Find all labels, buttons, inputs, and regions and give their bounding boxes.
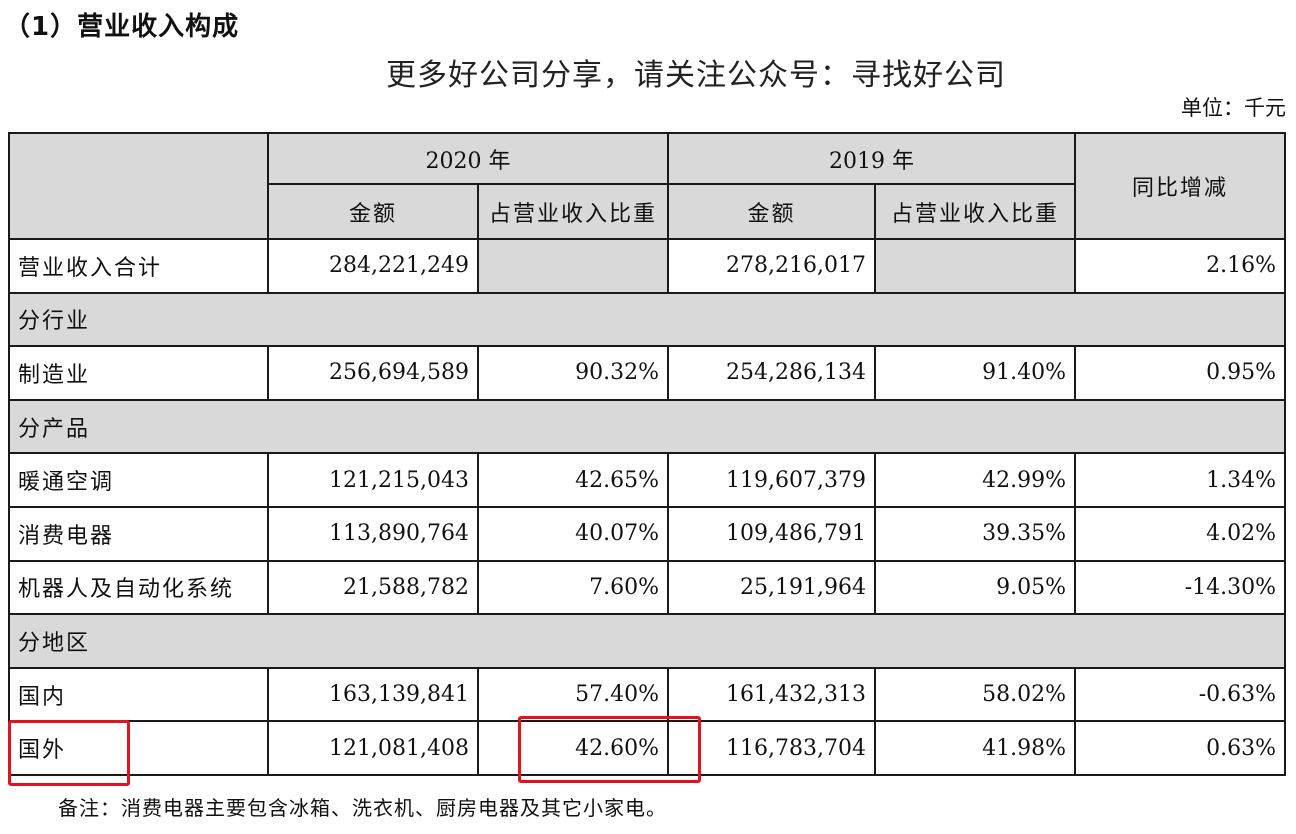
header-amount-2019: 金额: [667, 183, 877, 240]
table-row: 国内 163,139,841 57.40% 161,432,313 58.02% -0.6…: [8, 666, 1287, 723]
amount-2019-cell: 161,432,313: [667, 666, 877, 723]
promo-text: 更多好公司分享，请关注公众号：寻找好公司: [386, 58, 1006, 93]
section-row: 分行业: [7, 291, 1287, 348]
yoy-cell: 4.02%: [1074, 505, 1287, 562]
yoy-cell: 0.63%: [1074, 720, 1287, 776]
header-yoy: 同比增减: [1074, 132, 1287, 240]
row-label: 机器人及自动化系统: [8, 559, 269, 616]
section-row: 分地区: [7, 613, 1287, 669]
table-row: 国外 121,081,408 42.60% 116,783,704 41.98% 0.63…: [8, 720, 1287, 776]
table-body: 营业收入合计 284,221,249 278,216,017 2.16% 分行业 制造业 2…: [7, 238, 1287, 776]
row-label: 国外: [8, 720, 269, 776]
share-2019-cell: 9.05%: [874, 559, 1077, 616]
header-share-2019: 占营业收入比重: [874, 183, 1077, 240]
table-row: 营业收入合计 284,221,249 278,216,017 2.16%: [8, 238, 1287, 294]
amount-2020-cell: 163,139,841: [267, 666, 479, 723]
unit-label: 单位：千元: [1181, 96, 1286, 120]
share-2020-cell: 42.60%: [476, 720, 670, 776]
amount-2020-cell: 284,221,249: [267, 238, 479, 294]
section-row: 分产品: [7, 398, 1287, 455]
amount-2020-cell: 121,081,408: [267, 720, 479, 776]
amount-2019-cell: 116,783,704: [667, 720, 877, 776]
share-2020-cell: 7.60%: [476, 559, 670, 616]
amount-2020-cell: 113,890,764: [267, 505, 479, 562]
table-row: 消费电器 113,890,764 40.07% 109,486,791 39.35% 4.…: [8, 505, 1287, 562]
footnote: 备注：消费电器主要包含冰箱、洗衣机、厨房电器及其它小家电。: [58, 796, 667, 820]
amount-2019-cell: 25,191,964: [667, 559, 877, 616]
yoy-cell: 0.95%: [1074, 345, 1287, 401]
header-blank: [8, 132, 269, 240]
row-label: 国内: [8, 666, 269, 723]
amount-2020-cell: 21,588,782: [267, 559, 479, 616]
section-title: （1）营业收入构成: [4, 12, 240, 42]
share-2020-cell: 40.07%: [476, 505, 670, 562]
amount-2020-cell: 121,215,043: [267, 452, 479, 508]
row-label: 营业收入合计: [8, 238, 269, 294]
share-2019-cell: 42.99%: [874, 452, 1077, 508]
amount-2019-cell: 109,486,791: [667, 505, 877, 562]
share-2019-cell: 41.98%: [874, 720, 1077, 776]
header-share-2020: 占营业收入比重: [476, 183, 670, 240]
share-2020-cell: 42.65%: [476, 452, 670, 508]
revenue-table: 2020 年 2019 年 同比增减 金额 占营业收入比重 金额 占营业收入比重…: [7, 132, 1287, 776]
share-2020-cell: 57.40%: [476, 666, 670, 723]
header-year-2020: 2020 年: [266, 132, 670, 185]
amount-2019-cell: 278,216,017: [667, 238, 877, 294]
share-2019-cell: 39.35%: [874, 505, 1077, 562]
table-row: 暖通空调 121,215,043 42.65% 119,607,379 42.99% 1.…: [8, 452, 1287, 508]
section-label: 分产品: [7, 398, 1287, 455]
amount-2019-cell: 119,607,379: [667, 452, 877, 508]
section-label: 分行业: [7, 291, 1287, 348]
yoy-cell: 1.34%: [1074, 452, 1287, 508]
amount-2020-cell: 256,694,589: [267, 345, 479, 401]
table-row: 制造业 256,694,589 90.32% 254,286,134 91.40% 0.9…: [8, 345, 1287, 401]
share-2020-cell: [476, 238, 670, 294]
share-2019-cell: 58.02%: [874, 666, 1077, 723]
amount-2019-cell: 254,286,134: [667, 345, 877, 401]
header-year-2019: 2019 年: [667, 132, 1077, 185]
yoy-cell: 2.16%: [1074, 238, 1287, 294]
share-2020-cell: 90.32%: [476, 345, 670, 401]
header-amount-2020: 金额: [267, 183, 479, 240]
row-label: 暖通空调: [8, 452, 269, 508]
section-label: 分地区: [7, 613, 1287, 669]
yoy-cell: -0.63%: [1074, 666, 1287, 723]
row-label: 消费电器: [8, 505, 269, 562]
share-2019-cell: [874, 238, 1077, 294]
table-row: 机器人及自动化系统 21,588,782 7.60% 25,191,964 9.05% -…: [8, 559, 1287, 616]
yoy-cell: -14.30%: [1074, 559, 1287, 616]
row-label: 制造业: [8, 345, 269, 401]
share-2019-cell: 91.40%: [874, 345, 1077, 401]
